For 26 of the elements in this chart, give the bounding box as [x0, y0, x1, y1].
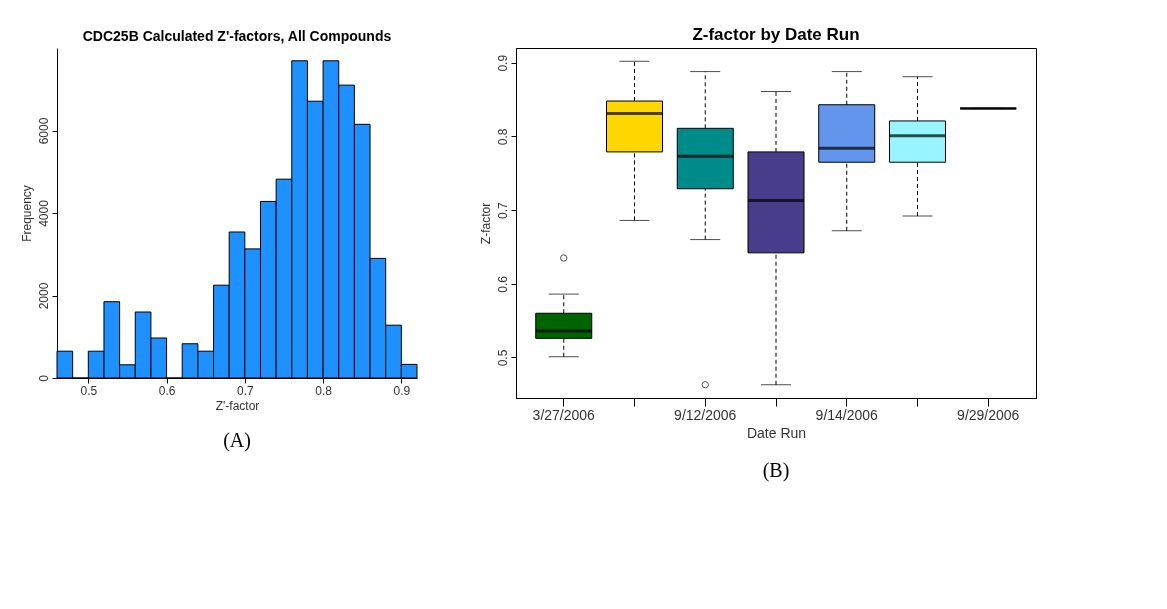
x-tick-label: 0.8: [315, 383, 333, 398]
x-tick-label: 9/14/2006: [815, 406, 879, 423]
y-tick-label: 0.7: [495, 201, 510, 219]
y-tick-label: 0.5: [495, 349, 510, 367]
text: (A): [223, 429, 251, 452]
y-tick-label: 0.6: [495, 275, 510, 293]
y-tick-label: 6000: [36, 117, 51, 145]
y-tick-label: 0.8: [495, 128, 510, 146]
y-tick-label: 0.9: [495, 54, 510, 72]
x-tick-label: 9/29/2006: [957, 406, 1020, 423]
text: (B): [762, 459, 790, 482]
x-tick-label: 0.9: [393, 383, 411, 398]
x-tick-label: 9/12/2006: [674, 406, 737, 423]
x-axis-title: Z'-factor: [215, 398, 260, 413]
x-tick-label: 0.6: [158, 383, 176, 398]
x-axis-title: Date Run: [746, 424, 807, 441]
chart-title: CDC25B Calculated Z'-factors, All Compounds: [82, 28, 392, 44]
y-tick-label: 0: [36, 374, 51, 382]
x-tick-label: 3/27/2006: [532, 406, 596, 423]
y-tick-label: 4000: [36, 199, 51, 227]
y-tick-label: 2000: [36, 282, 51, 310]
y-axis-title: Frequency: [19, 185, 34, 242]
chart-title: Z-factor by Date Run: [692, 25, 860, 44]
y-axis-title: Z-factor: [478, 202, 493, 245]
x-tick-label: 0.5: [80, 383, 98, 398]
x-tick-label: 0.7: [236, 383, 254, 398]
